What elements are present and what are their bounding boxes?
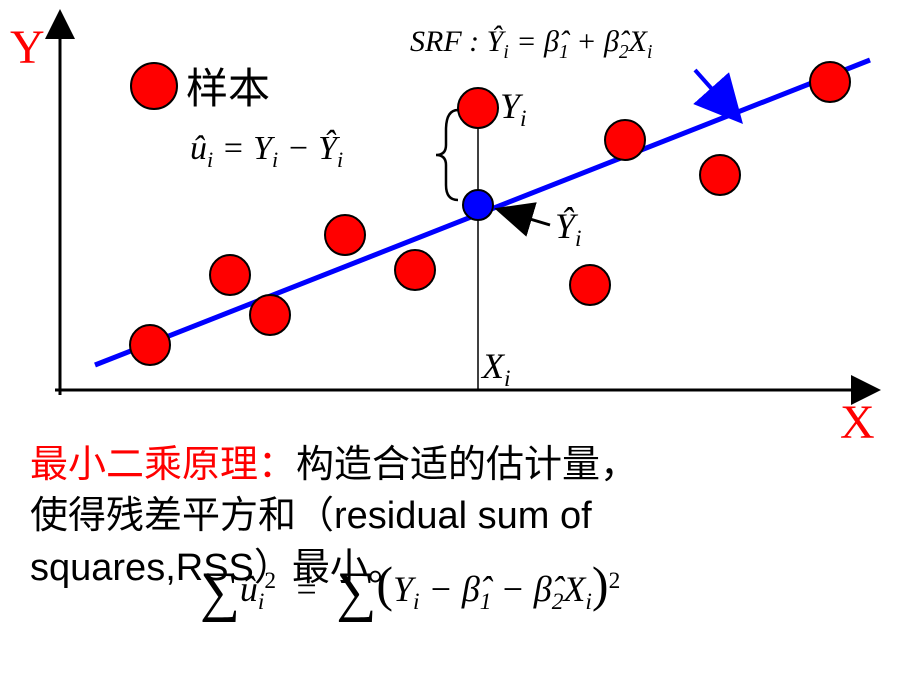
principle-body-2: 使得残差平方和（residual sum of xyxy=(30,495,592,537)
sample-point xyxy=(570,265,610,305)
fitted-point xyxy=(463,190,493,220)
sample-point xyxy=(810,62,850,102)
sample-point xyxy=(700,155,740,195)
residual-brace xyxy=(436,110,458,200)
yi-label: Yi xyxy=(500,85,527,133)
sample-point xyxy=(250,295,290,335)
principle-body-1: 构造合适的估计量， xyxy=(296,444,638,486)
sample-point xyxy=(325,215,365,255)
yhat-label: Ŷi xyxy=(555,205,582,253)
yhat-arrow xyxy=(500,210,550,225)
residual-formula: ûi = Yi − Ŷi xyxy=(190,130,343,173)
principle-title: 最小二乘原理： xyxy=(30,444,296,486)
diagram-container: Y X 样本 SRF : Ŷi = β̂1 + β̂2Xi ûi = Yi − … xyxy=(0,0,920,690)
legend-dot-icon xyxy=(130,62,178,110)
srf-formula: SRF : Ŷi = β̂1 + β̂2Xi xyxy=(410,25,652,64)
srf-arrow xyxy=(695,70,735,115)
y-axis-label: Y xyxy=(10,20,45,75)
rss-formula: ∑ûi2 = ∑(Yi − β̂1 − β̂2Xi)2 xyxy=(200,555,620,616)
legend: 样本 xyxy=(130,55,270,116)
legend-text: 样本 xyxy=(186,55,270,116)
sample-point xyxy=(458,88,498,128)
sample-point xyxy=(130,325,170,365)
sample-point xyxy=(210,255,250,295)
sample-point xyxy=(605,120,645,160)
sample-point xyxy=(395,250,435,290)
xi-label: Xi xyxy=(482,345,511,393)
